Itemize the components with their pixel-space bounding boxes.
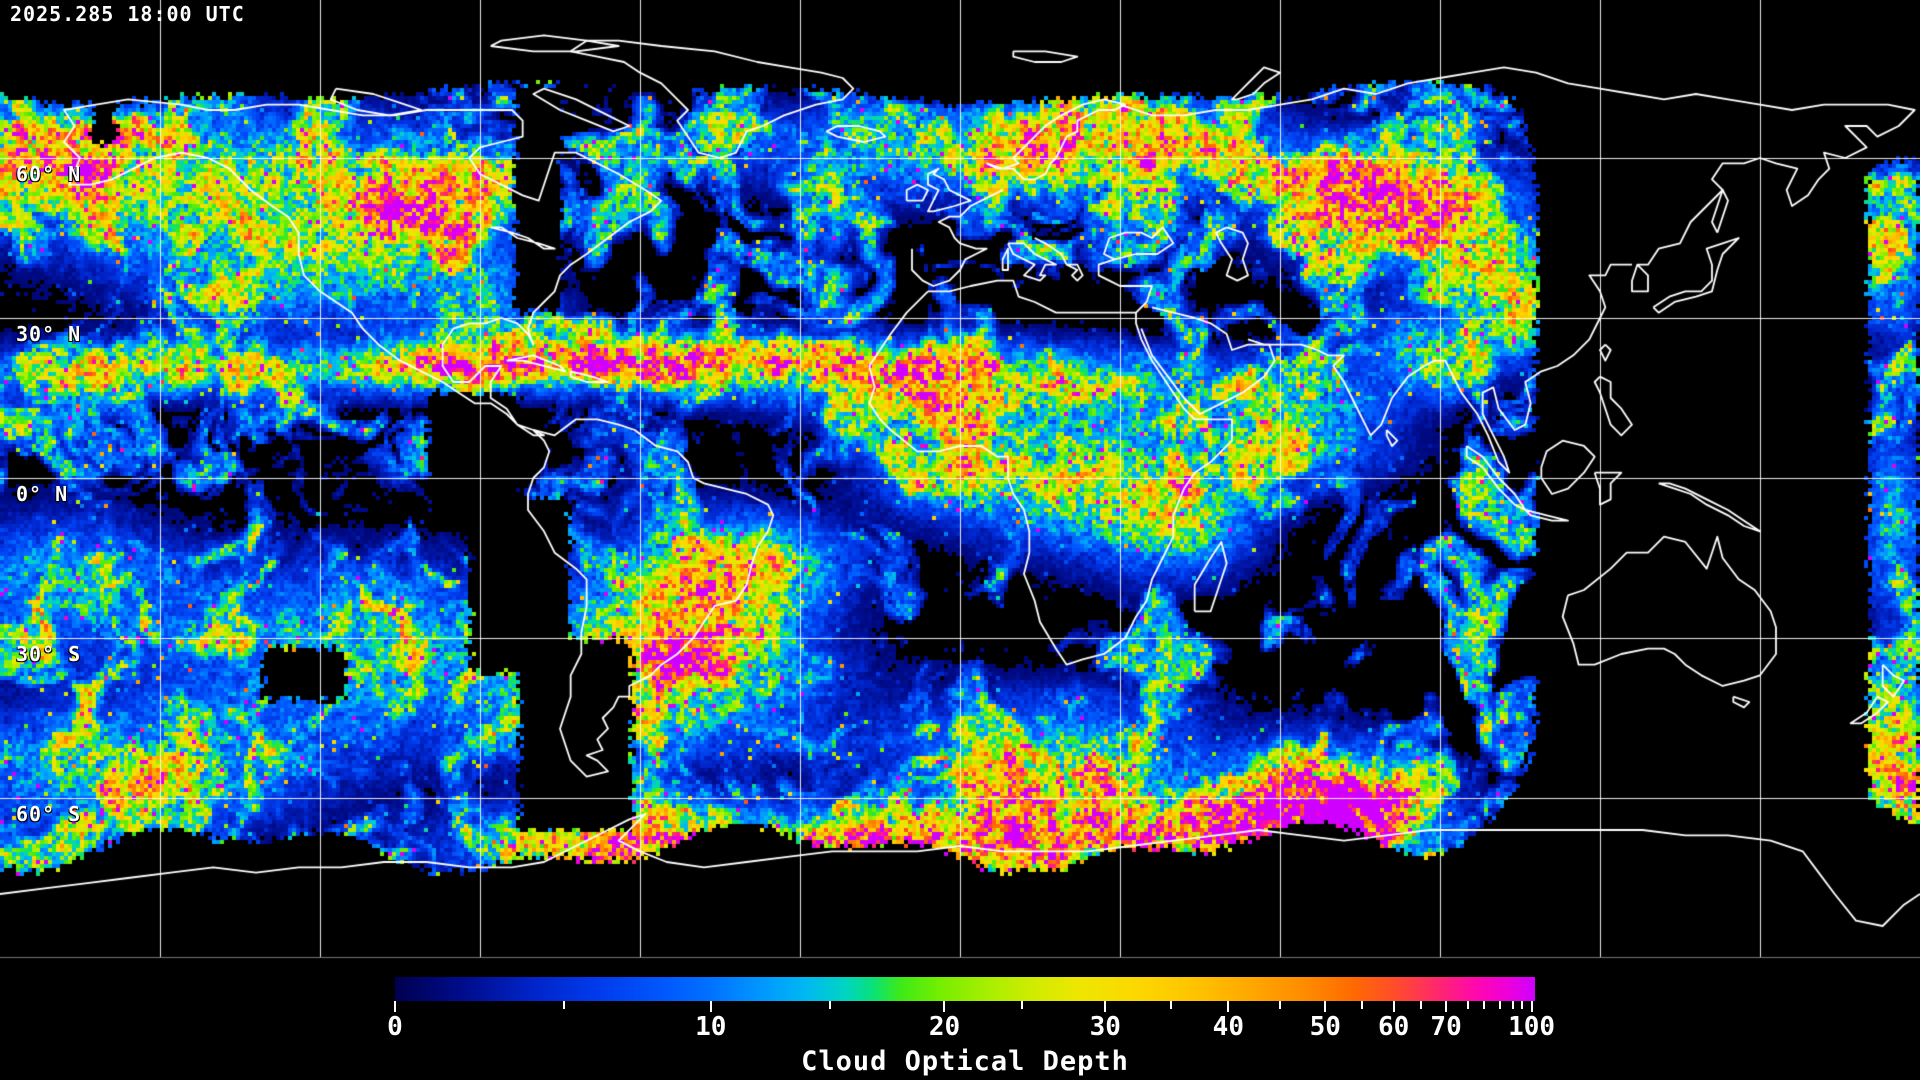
colorbar-minor-tick-1	[829, 1001, 832, 1009]
colorbar-minor-tick-4	[1278, 1001, 1281, 1009]
colorbar-minor-tick-11	[1521, 1001, 1524, 1009]
colorbar-label-60: 60	[1377, 1012, 1410, 1042]
colorbar-title: Cloud Optical Depth	[801, 1046, 1129, 1077]
latitude-label-3: 30° S	[16, 641, 82, 666]
colorbar-major-tick-60	[1392, 1001, 1395, 1012]
colorbar-label-10: 10	[695, 1012, 727, 1042]
colorbar-minor-tick-5	[1360, 1001, 1363, 1009]
colorbar-label-0: 0	[387, 1012, 403, 1042]
colorbar-minor-tick-10	[1512, 1001, 1515, 1009]
colorbar-minor-tick-3	[1170, 1001, 1173, 1009]
colorbar-minor-tick-6	[1420, 1001, 1422, 1009]
colorbar-minor-tick-8	[1482, 1001, 1485, 1009]
colorbar-major-tick-30	[1104, 1001, 1107, 1012]
colorbar-major-tick-70	[1445, 1001, 1448, 1012]
colorbar-gradient	[395, 977, 1535, 1001]
colorbar-minor-tick-2	[1021, 1001, 1023, 1009]
colorbar-minor-tick-9	[1498, 1001, 1501, 1009]
latitude-label-4: 60° S	[16, 801, 82, 826]
colorbar-minor-tick-0	[562, 1001, 565, 1009]
timestamp-label: 2025.285 18:00 UTC	[10, 2, 245, 26]
colorbar-major-tick-100	[1530, 1001, 1533, 1012]
colorbar-label-20: 20	[928, 1012, 961, 1042]
latitude-label-0: 60° N	[16, 161, 82, 186]
colorbar-major-tick-20	[943, 1001, 946, 1012]
latitude-label-2: 0° N	[16, 481, 69, 506]
colorbar-label-30: 30	[1089, 1012, 1121, 1042]
colorbar-major-tick-10	[709, 1001, 712, 1012]
colorbar-minor-tick-7	[1466, 1001, 1469, 1009]
colorbar-label-40: 40	[1212, 1012, 1244, 1042]
colorbar-major-tick-0	[394, 1001, 396, 1012]
colorbar-major-tick-50	[1324, 1001, 1327, 1012]
latitude-label-1: 30° N	[16, 321, 82, 346]
colorbar-label-50: 50	[1309, 1012, 1341, 1042]
colorbar-label-70: 70	[1430, 1012, 1462, 1042]
colorbar-label-100: 100	[1508, 1012, 1556, 1042]
colorbar-major-tick-40	[1227, 1001, 1230, 1012]
